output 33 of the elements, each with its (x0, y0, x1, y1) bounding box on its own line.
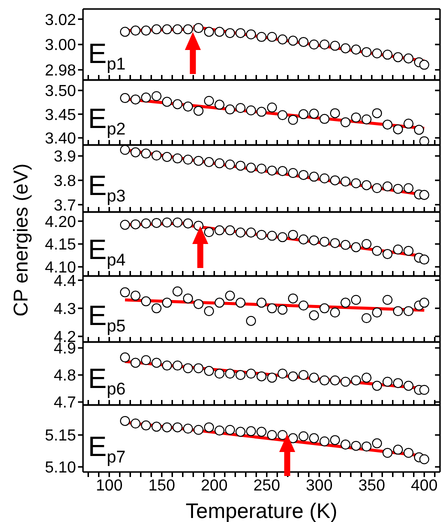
y-tick-label: 4.4 (54, 272, 76, 290)
y-tick-label: 4.20 (44, 214, 76, 231)
text: E$_{p2}$ (88, 103, 126, 141)
y-tick-label: 3.02 (44, 12, 76, 29)
text: E$_{p7}$ (88, 431, 126, 469)
y-tick-label: 3.00 (44, 37, 76, 54)
y-tick-label: 3.40 (44, 130, 76, 148)
y-tick-label: 2.98 (44, 62, 76, 80)
y-tick-label: 4.3 (54, 300, 76, 318)
x-axis-title: Temperature (K) (186, 500, 338, 522)
y-tick-label: 3.7 (54, 197, 76, 214)
x-tick-label: 250 (253, 477, 280, 494)
x-tick-label: 150 (148, 477, 176, 494)
y-tick-label: 5.10 (44, 460, 76, 477)
y-tick-label: 3.50 (44, 83, 76, 100)
text: E$_{p4}$ (88, 234, 126, 272)
x-tick-label: 350 (358, 477, 386, 494)
y-tick-label: 3.8 (54, 173, 76, 190)
text: E$_{p1}$ (88, 38, 126, 76)
x-tick-label: 100 (96, 477, 123, 494)
x-tick-label: 400 (410, 477, 438, 494)
y-tick-label: 5.15 (44, 428, 76, 445)
y-tick-label: 4.15 (44, 236, 76, 254)
text: E$_{p3}$ (88, 170, 126, 208)
x-tick-label: 200 (200, 477, 228, 494)
y-axis-title: CP energies (eV) (10, 163, 34, 317)
x-tick-label: 300 (306, 477, 333, 494)
y-tick-label: 3.9 (54, 148, 76, 166)
text: E$_{p6}$ (88, 363, 126, 401)
text: E$_{p5}$ (88, 300, 126, 338)
y-tick-label: 3.45 (44, 106, 76, 124)
y-tick-label: 4.8 (54, 368, 76, 385)
y-tick-label: 4.7 (54, 394, 76, 412)
